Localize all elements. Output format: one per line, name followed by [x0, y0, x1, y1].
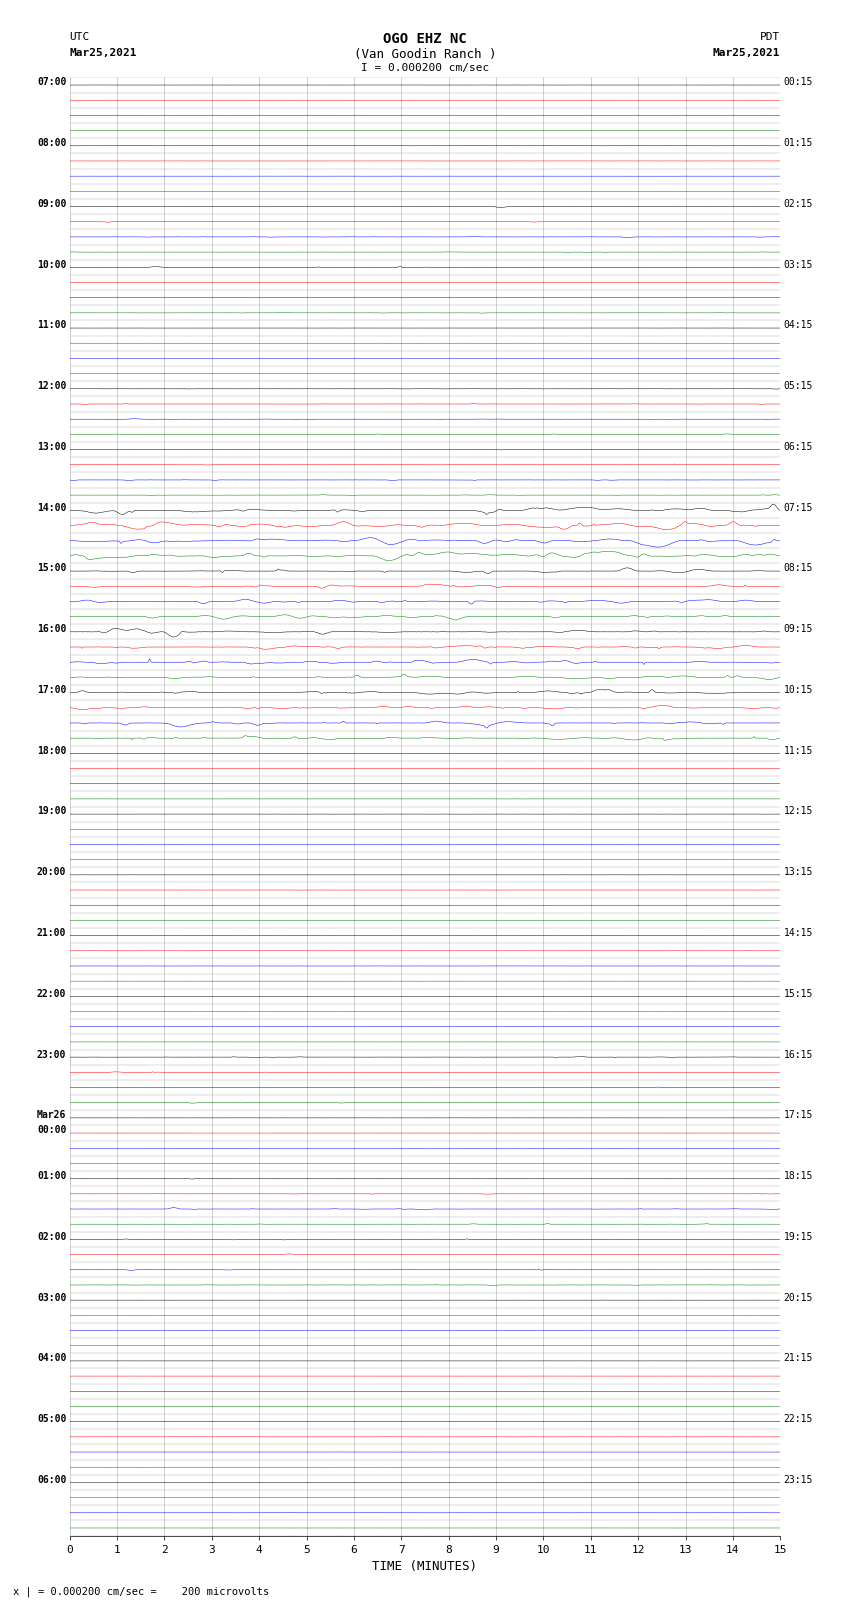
Text: 21:00: 21:00	[37, 927, 66, 939]
Text: Mar25,2021: Mar25,2021	[70, 48, 137, 58]
Text: PDT: PDT	[760, 32, 780, 42]
Text: 08:00: 08:00	[37, 139, 66, 148]
Text: 14:00: 14:00	[37, 503, 66, 513]
Text: 17:00: 17:00	[37, 686, 66, 695]
Text: 06:15: 06:15	[784, 442, 813, 452]
Text: 15:15: 15:15	[784, 989, 813, 998]
Text: 18:00: 18:00	[37, 745, 66, 756]
Text: 04:15: 04:15	[784, 321, 813, 331]
Text: 03:15: 03:15	[784, 260, 813, 269]
Text: 15:00: 15:00	[37, 563, 66, 574]
Text: 09:15: 09:15	[784, 624, 813, 634]
Text: 11:00: 11:00	[37, 321, 66, 331]
Text: 05:15: 05:15	[784, 381, 813, 392]
Text: 00:00: 00:00	[37, 1124, 66, 1136]
Text: 20:15: 20:15	[784, 1292, 813, 1303]
Text: (Van Goodin Ranch ): (Van Goodin Ranch )	[354, 48, 496, 61]
Text: 13:15: 13:15	[784, 868, 813, 877]
Text: 17:15: 17:15	[784, 1110, 813, 1121]
Text: 04:00: 04:00	[37, 1353, 66, 1363]
Text: 22:00: 22:00	[37, 989, 66, 998]
Text: 06:00: 06:00	[37, 1474, 66, 1486]
Text: 14:15: 14:15	[784, 927, 813, 939]
Text: 20:00: 20:00	[37, 868, 66, 877]
Text: 11:15: 11:15	[784, 745, 813, 756]
Text: 01:15: 01:15	[784, 139, 813, 148]
Text: 10:00: 10:00	[37, 260, 66, 269]
Text: 16:00: 16:00	[37, 624, 66, 634]
Text: 09:00: 09:00	[37, 198, 66, 210]
Text: 23:00: 23:00	[37, 1050, 66, 1060]
Text: Mar26: Mar26	[37, 1110, 66, 1121]
Text: x | = 0.000200 cm/sec =    200 microvolts: x | = 0.000200 cm/sec = 200 microvolts	[13, 1586, 269, 1597]
Text: 01:00: 01:00	[37, 1171, 66, 1181]
Text: 12:15: 12:15	[784, 806, 813, 816]
Text: 22:15: 22:15	[784, 1415, 813, 1424]
Text: 21:15: 21:15	[784, 1353, 813, 1363]
Text: OGO EHZ NC: OGO EHZ NC	[383, 32, 467, 47]
Text: UTC: UTC	[70, 32, 90, 42]
Text: 02:00: 02:00	[37, 1232, 66, 1242]
Text: 03:00: 03:00	[37, 1292, 66, 1303]
Text: 10:15: 10:15	[784, 686, 813, 695]
Text: 05:00: 05:00	[37, 1415, 66, 1424]
X-axis label: TIME (MINUTES): TIME (MINUTES)	[372, 1560, 478, 1573]
Text: 16:15: 16:15	[784, 1050, 813, 1060]
Text: 07:15: 07:15	[784, 503, 813, 513]
Text: 19:15: 19:15	[784, 1232, 813, 1242]
Text: 13:00: 13:00	[37, 442, 66, 452]
Text: Mar25,2021: Mar25,2021	[713, 48, 780, 58]
Text: 12:00: 12:00	[37, 381, 66, 392]
Text: I = 0.000200 cm/sec: I = 0.000200 cm/sec	[361, 63, 489, 73]
Text: 08:15: 08:15	[784, 563, 813, 574]
Text: 23:15: 23:15	[784, 1474, 813, 1486]
Text: 00:15: 00:15	[784, 77, 813, 87]
Text: 18:15: 18:15	[784, 1171, 813, 1181]
Text: 02:15: 02:15	[784, 198, 813, 210]
Text: 07:00: 07:00	[37, 77, 66, 87]
Text: 19:00: 19:00	[37, 806, 66, 816]
